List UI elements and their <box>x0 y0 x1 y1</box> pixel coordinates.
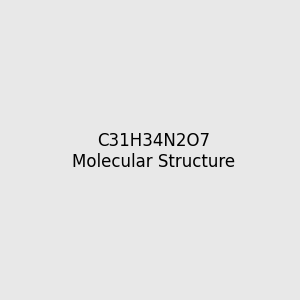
Text: C31H34N2O7
Molecular Structure: C31H34N2O7 Molecular Structure <box>72 132 235 171</box>
